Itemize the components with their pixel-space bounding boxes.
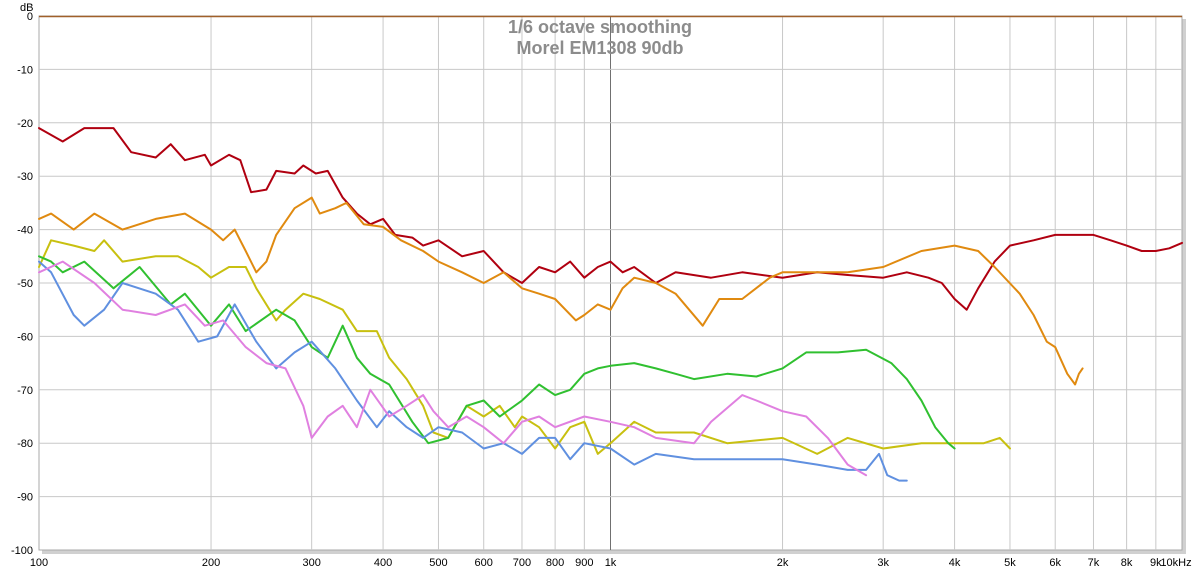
y-tick-label: -20 xyxy=(17,118,33,130)
y-tick-label: -60 xyxy=(17,331,33,343)
x-tick-label: 9k xyxy=(1150,557,1162,569)
x-tick-label: 600 xyxy=(475,557,493,569)
axis-ticks: 100 200 300 400 500 600 700 800 900 1k 2k 3k 4k 5k 6k 7… xyxy=(11,11,1192,569)
y-tick-label: 0 xyxy=(27,11,33,23)
y-tick-label: -90 xyxy=(17,492,33,504)
y-tick-label: -40 xyxy=(17,225,33,237)
x-tick-label: 100 xyxy=(30,557,48,569)
x-tick-label: 4k xyxy=(949,557,961,569)
x-tick-label: 300 xyxy=(302,557,320,569)
x-tick-label: 5k xyxy=(1004,557,1016,569)
y-tick-label: -100 xyxy=(11,545,33,557)
x-tick-label: 2k xyxy=(777,557,789,569)
x-tick-label: 8k xyxy=(1121,557,1133,569)
series-line-6 xyxy=(38,260,868,477)
y-tick-label: -80 xyxy=(17,438,33,450)
series-line-5 xyxy=(38,260,908,482)
x-tick-label: 900 xyxy=(575,557,593,569)
x-tick-label: 1k xyxy=(605,557,617,569)
y-tick-label: -10 xyxy=(17,64,33,76)
series-line-4 xyxy=(38,255,956,450)
x-tick-label: 3k xyxy=(877,557,889,569)
x-tick-label: 800 xyxy=(546,557,564,569)
x-tick-label: 6k xyxy=(1049,557,1061,569)
y-tick-label: -70 xyxy=(17,385,33,397)
series-group xyxy=(38,127,1183,482)
y-tick-label: -50 xyxy=(17,278,33,290)
x-tick-label: 700 xyxy=(513,557,531,569)
y-axis-label: dB xyxy=(20,2,33,14)
series-line-1 xyxy=(38,127,1183,311)
x-tick-label: 10kHz xyxy=(1160,557,1191,569)
chart-subtitle: Morel EM1308 90db xyxy=(516,38,683,58)
grid xyxy=(39,15,1182,550)
series-line-2 xyxy=(38,196,1084,386)
x-tick-label: 200 xyxy=(202,557,220,569)
x-tick-label: 7k xyxy=(1088,557,1100,569)
y-tick-label: -30 xyxy=(17,171,33,183)
x-tick-label: 500 xyxy=(429,557,447,569)
chart-title: 1/6 octave smoothing xyxy=(508,17,692,37)
x-tick-label: 400 xyxy=(374,557,392,569)
